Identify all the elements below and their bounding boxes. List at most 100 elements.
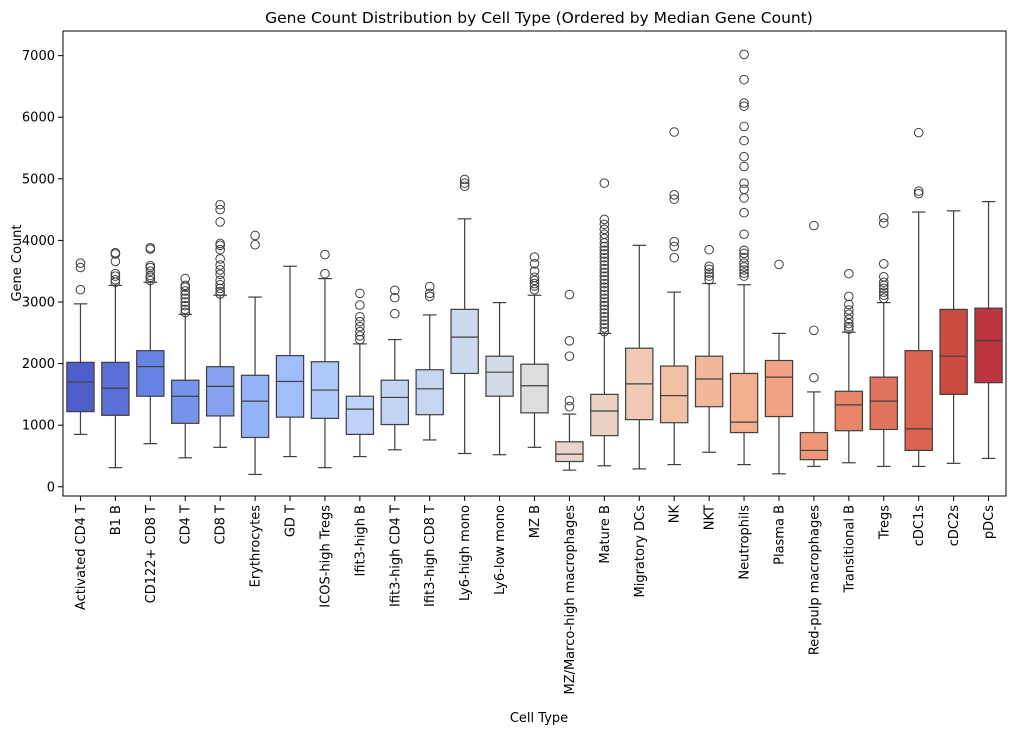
outlier-point [878,218,889,228]
outlier-point [180,280,191,291]
outlier-point [599,219,610,230]
outlier-point [215,265,225,275]
iqr-box [101,361,130,416]
outlier-point [599,286,610,296]
outlier-point [389,308,400,319]
outlier-point [599,326,610,337]
outlier-point [215,286,225,297]
outlier-point [913,188,924,199]
outlier-point [739,49,749,60]
iqr-box [66,361,95,413]
x-tick-label: Ly6-high mono [458,505,473,601]
outlier-point [599,245,610,256]
x-tick-label: cDC2s [947,505,962,547]
outlier-point [844,314,854,325]
outlier-point [809,220,819,231]
outlier-point [110,268,121,279]
outlier-point [215,289,225,299]
iqr-box [380,379,410,426]
outlier-point [599,304,610,315]
outlier-point [529,266,540,276]
outlier-point [355,334,365,345]
box-activated-cd4-t [66,258,95,436]
outlier-point [180,304,191,315]
x-tick-label: Migratory DCs [633,505,648,598]
outlier-point [878,287,889,297]
iqr-box [729,372,759,434]
plot-frame [62,30,1007,497]
x-tick-label: MZ B [528,505,543,538]
outlier-point [389,292,400,303]
outlier-point [250,230,260,241]
box-migratory-dcs [625,244,654,470]
box-ly6-high-mono [450,174,479,455]
y-tick-label: 3000 [22,295,55,310]
outlier-point [529,278,540,289]
outlier-point [599,319,610,329]
outlier-point [180,297,191,307]
outlier-point [320,268,330,279]
x-tick-label: Plasma B [772,505,787,565]
box-plasma-b [764,259,794,475]
outlier-point [320,249,330,260]
outlier-point [878,259,889,269]
outlier-point [250,239,260,250]
iqr-box [520,363,549,414]
outlier-point [215,275,225,286]
x-tick-label: Ly6-low mono [493,505,508,595]
y-axis-label: Gene Count [10,224,25,301]
outlier-point [355,311,365,322]
outlier-point [739,262,749,272]
outlier-point [599,275,610,285]
outlier-point [529,275,540,286]
iqr-box [240,374,270,439]
outlier-point [739,271,749,281]
outlier-point [739,121,749,132]
outlier-point [739,98,749,108]
outlier-point [739,252,749,263]
x-tick-label: CD4 T [179,505,194,544]
outlier-point [739,268,749,278]
outlier-point [599,282,610,293]
outlier-point [739,151,749,162]
outlier-point [599,252,610,263]
y-tick-label: 7000 [22,49,55,64]
outlier-point [704,275,714,285]
outlier-point [599,256,610,267]
iqr-box [764,359,794,418]
outlier-point [564,289,575,300]
outlier-point [215,199,225,210]
outlier-point [599,233,610,244]
outlier-point [389,285,400,296]
outlier-point [180,289,191,300]
outlier-point [599,278,610,289]
outlier-point [844,321,854,332]
box-tregs [869,212,898,468]
outlier-point [110,247,121,258]
outlier-point [424,281,435,292]
outlier-point [669,236,680,247]
outlier-point [704,271,714,281]
outlier-point [739,101,749,111]
outlier-point [878,212,889,223]
outlier-point [913,127,924,138]
x-tick-label: Erythrocytes [249,505,264,588]
box-b1-b [101,247,130,469]
outlier-point [215,283,225,294]
box-red-pulp-macrophages [799,220,829,468]
iqr-box [485,355,514,397]
outlier-point [215,217,225,227]
iqr-box [659,365,689,424]
outlier-point [669,127,680,137]
box-cdc2s [939,210,968,464]
outlier-point [844,318,854,329]
outlier-point [145,266,156,276]
x-axis-label: Cell Type [510,711,568,726]
outlier-point [599,241,610,252]
outlier-point [599,178,610,188]
outlier-point [529,259,540,269]
outlier-point [180,286,191,296]
outlier-point [844,309,854,320]
x-tick-label: ICOS-high Tregs [318,505,333,608]
